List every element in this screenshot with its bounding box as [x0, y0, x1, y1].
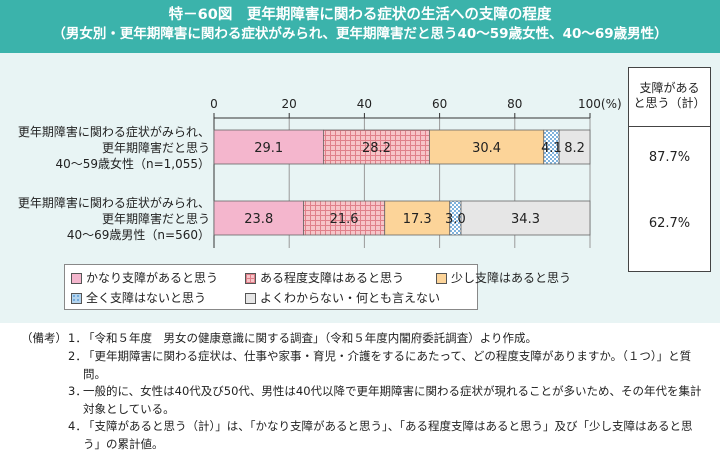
legend-label-s1: かなり支障があると思う — [86, 271, 219, 285]
bar-segment — [323, 129, 430, 165]
note-text: 「支障があると思う（計）」は、「かなり支障があると思う」、「ある程度支障はあると… — [83, 419, 693, 451]
note-number: 3． — [68, 384, 87, 398]
legend-label-s4: 全く支障はないと思う — [86, 291, 207, 305]
figure-subtitle: （男女別・更年期障害に関わる症状がみられ、更年期障害だと思う40～59歳女性、4… — [52, 26, 668, 42]
bar-segment — [460, 200, 591, 236]
figure-header: 特－60図 更年期障害に関わる症状の生活への支障の程度 （男女別・更年期障害に関… — [0, 0, 720, 53]
legend-swatch-s5 — [245, 292, 256, 304]
legend-item-s3: 少し支障はあると思う — [436, 271, 571, 285]
summary-header-line-2: と思う（計） — [633, 96, 706, 110]
data-label: 21.6 — [330, 212, 359, 227]
bar-segment — [213, 129, 324, 165]
bar-segment — [303, 200, 386, 236]
data-label: 4.1 — [541, 141, 562, 156]
bar-segment — [558, 129, 591, 165]
legend-swatch-s3 — [436, 272, 447, 284]
x-tick-label: 40 — [357, 97, 372, 111]
legend-item-s4: 全く支障はないと思う — [71, 291, 206, 305]
summary-header-line-1: 支障がある — [639, 81, 700, 95]
bar-segment — [384, 200, 451, 236]
legend-swatch-s4 — [71, 292, 82, 304]
bar-segment — [213, 200, 304, 236]
category-label: 40～69歳男性（n=560） — [67, 228, 210, 242]
category-label: 更年期障害だと思う — [102, 211, 210, 226]
figure-title: 特－60図 更年期障害に関わる症状の生活への支障の程度 — [168, 7, 552, 23]
summary-box: 支障がある と思う（計） 87.7% 62.7% — [628, 67, 711, 272]
legend-label-s5: よくわからない・何とも言えない — [260, 291, 441, 305]
x-tick-label: 0 — [210, 97, 218, 111]
legend-label-s3: 少し支障はあると思う — [451, 271, 572, 285]
data-label: 28.2 — [362, 141, 391, 156]
summary-value-male: 62.7% — [648, 216, 691, 231]
category-label: 更年期障害だと思う — [102, 140, 210, 155]
legend-item-s2: ある程度支障はあると思う — [245, 271, 404, 285]
data-label: 8.2 — [564, 141, 585, 156]
legend-label-s2: ある程度支障はあると思う — [260, 271, 405, 285]
category-label: 更年期障害に関わる症状がみられ、 — [18, 124, 210, 139]
stacked-bar-chart: 0 20 40 60 80 100(%) 29.1 28.2 30.4 4.1 8.2 更年期障害に関… — [18, 97, 622, 248]
category-label: 40～59歳女性（n=1,055） — [55, 156, 210, 171]
category-label: 更年期障害に関わる症状がみられ、 — [18, 195, 210, 210]
note-text: 「令和５年度 男女の健康意識に関する調査」（令和５年度内閣府委託調査）より作成。 — [83, 331, 538, 345]
note-number: 4． — [68, 419, 87, 433]
data-label: 17.3 — [403, 212, 432, 227]
data-label: 30.4 — [472, 141, 501, 156]
data-label: 29.1 — [254, 141, 283, 156]
x-tick-label: 20 — [282, 97, 297, 111]
notes-label: （備考） — [21, 331, 67, 345]
legend-item-s1: かなり支障があると思う — [71, 271, 218, 285]
legend: かなり支障があると思う ある程度支障はあると思う 全く支障はないと思う よくわか… — [64, 264, 478, 310]
data-label: 23.8 — [244, 212, 273, 227]
legend-item-s5: よくわからない・何とも言えない — [245, 291, 440, 305]
note-number: 1． — [68, 331, 87, 345]
summary-value-female: 87.7% — [648, 150, 691, 165]
x-tick-label: 100(%) — [578, 97, 622, 111]
data-label: 34.3 — [511, 212, 540, 227]
note-text: 「更年期障害に関わる症状は、仕事や家事・育児・介護をするにあたって、どの程度支障… — [83, 349, 692, 381]
summary-header: 支障がある と思う（計） — [629, 68, 710, 127]
note-text: 一般的に、女性は40代及び50代、男性は40代以降で更年期障害に関わる症状が現れ… — [83, 384, 702, 416]
legend-swatch-s1 — [71, 272, 82, 284]
bar-segment — [429, 129, 545, 165]
x-tick-label: 60 — [432, 97, 447, 111]
legend-swatch-s2 — [245, 272, 256, 284]
data-label: 3.0 — [445, 212, 466, 227]
note-number: 2． — [68, 349, 87, 363]
x-tick-label: 80 — [507, 97, 522, 111]
